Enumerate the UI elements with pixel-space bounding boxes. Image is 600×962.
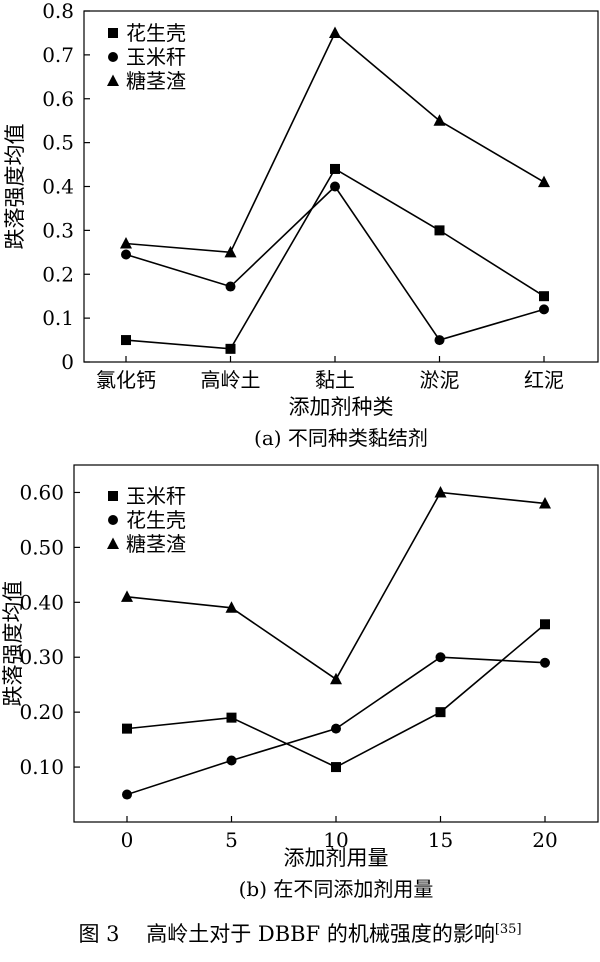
chart-b-y-axis-label: 跌落强度均值 bbox=[1, 581, 25, 707]
chart-a-data-point-square bbox=[121, 335, 131, 346]
chart-b-legend-marker-square bbox=[108, 491, 118, 501]
chart-b-y-tick-label: 0.20 bbox=[19, 700, 64, 724]
chart-a-x-tick-label: 黏土 bbox=[315, 368, 355, 392]
chart-b-data-point-square bbox=[122, 723, 132, 734]
figure-caption-label: 图 3 bbox=[78, 922, 120, 946]
chart-a-legend-marker-triangle bbox=[107, 74, 119, 86]
chart-b-data-point-triangle bbox=[121, 590, 133, 602]
chart-b-x-tick-label: 20 bbox=[532, 828, 557, 852]
chart-a-legend-label: 花生壳 bbox=[126, 21, 186, 45]
chart-b-data-point-square bbox=[226, 712, 237, 723]
chart-a-y-tick-label: 0.8 bbox=[42, 0, 74, 23]
chart-panel-b: 0.10 0.20 0.30 0.40 0.50 0.60 0 5 10 15 20 添加剂用量 跌落强… bbox=[1, 464, 599, 901]
chart-a-legend-marker-square bbox=[108, 28, 118, 38]
chart-b-x-tick-label: 10 bbox=[323, 828, 348, 852]
chart-b-legend-label: 花生壳 bbox=[126, 508, 186, 532]
chart-b-data-point-square bbox=[435, 707, 446, 718]
chart-a-legend-label: 玉米秆 bbox=[126, 45, 186, 69]
chart-b-data-point-triangle bbox=[225, 601, 238, 613]
chart-a-y-axis-label: 跌落强度均值 bbox=[3, 124, 27, 250]
chart-a-data-point-triangle bbox=[329, 26, 341, 38]
chart-b-series-line-square bbox=[126, 623, 546, 768]
chart-a-data-point-circle bbox=[121, 249, 131, 260]
chart-a-data-point-triangle bbox=[224, 245, 237, 258]
figure-caption-ref: [35] bbox=[494, 922, 522, 937]
chart-a-data-point-square bbox=[330, 163, 340, 174]
chart-b-series-line-triangle bbox=[126, 491, 546, 681]
chart-a-data-point-square bbox=[225, 343, 236, 354]
chart-b-x-axis-label: 添加剂用量 bbox=[284, 846, 389, 870]
chart-b-data-point-circle bbox=[122, 789, 132, 800]
chart-a-caption: (a) 不同种类黏结剂 bbox=[254, 426, 428, 450]
chart-b-data-point-triangle bbox=[330, 672, 342, 685]
chart-b-data-point-square bbox=[331, 762, 341, 773]
chart-b-data-point-triangle bbox=[539, 496, 551, 509]
chart-b-legend-label: 糖茎渣 bbox=[126, 532, 186, 556]
chart-b-x-tick-label: 5 bbox=[225, 828, 238, 852]
chart-a-x-tick-label: 氯化钙 bbox=[96, 368, 156, 392]
chart-b-caption: (b) 在不同添加剂用量 bbox=[239, 877, 434, 901]
chart-a-x-tick-label: 红泥 bbox=[524, 368, 564, 392]
chart-a-data-point-circle bbox=[225, 281, 236, 292]
chart-a-data-point-triangle bbox=[538, 175, 550, 188]
chart-a-data-point-circle bbox=[330, 181, 340, 192]
chart-a-y-tick-label: 0.2 bbox=[42, 262, 74, 286]
chart-a-y-tick-label: 0.5 bbox=[42, 131, 74, 155]
chart-b-y-tick-label: 0.50 bbox=[19, 535, 64, 559]
chart-a-y-tick-label: 0.3 bbox=[42, 218, 74, 242]
chart-a-series-line-square bbox=[125, 167, 545, 350]
figure-caption-text: 高岭土对于 DBBF 的机械强度的影响 bbox=[146, 922, 495, 946]
chart-a-data-point-square bbox=[539, 291, 549, 302]
chart-a-data-point-triangle bbox=[433, 114, 446, 126]
chart-a-y-tick-label: 0.4 bbox=[42, 175, 74, 199]
chart-a-y-tick-label: 0 bbox=[61, 350, 74, 374]
chart-b-y-tick-label: 0.10 bbox=[19, 755, 64, 779]
chart-a-legend-label: 糖茎渣 bbox=[126, 69, 186, 93]
chart-a-data-point-circle bbox=[434, 335, 445, 346]
chart-a-series-line-triangle bbox=[125, 31, 545, 254]
chart-a-x-tick-label: 淤泥 bbox=[420, 368, 460, 392]
chart-b-data-point-circle bbox=[226, 755, 237, 766]
chart-a-data-point-circle bbox=[539, 304, 549, 315]
figure-caption: 图 3 高岭土对于 DBBF 的机械强度的影响[35] bbox=[0, 918, 600, 948]
chart-b-legend-marker-triangle bbox=[107, 537, 119, 549]
chart-b-data-point-circle bbox=[331, 723, 341, 734]
chart-a-y-tick-label: 0.6 bbox=[42, 87, 74, 111]
chart-a-data-point-triangle bbox=[120, 237, 132, 249]
chart-panel-a: 0 0.1 0.2 0.3 0.4 0.5 0.6 0.7 0.8 氯化钙 高岭土 黏土 淤泥 红泥添加剂… bbox=[3, 0, 599, 450]
chart-b-x-tick-label: 15 bbox=[428, 828, 453, 852]
chart-b-legend-marker-circle bbox=[108, 515, 118, 525]
chart-b-y-tick-label: 0.40 bbox=[19, 590, 64, 614]
chart-b-data-point-circle bbox=[540, 657, 550, 668]
chart-a-legend-marker-circle bbox=[108, 52, 118, 62]
chart-a-y-tick-label: 0.7 bbox=[42, 43, 74, 67]
chart-a-y-tick-label: 0.1 bbox=[42, 306, 74, 330]
chart-b-data-point-square bbox=[540, 619, 550, 630]
chart-a-x-tick-label: 高岭土 bbox=[201, 368, 261, 392]
chart-b-y-tick-label: 0.30 bbox=[19, 645, 64, 669]
chart-b-data-point-circle bbox=[435, 652, 446, 663]
chart-a-data-point-square bbox=[434, 225, 445, 236]
chart-a-x-axis-label: 添加剂种类 bbox=[289, 395, 394, 419]
chart-b-legend-label: 玉米秆 bbox=[126, 484, 186, 508]
chart-b-y-tick-label: 0.60 bbox=[19, 480, 64, 504]
chart-a-series-line-circle bbox=[125, 185, 545, 341]
chart-b-x-tick-label: 0 bbox=[121, 828, 134, 852]
chart-b-data-point-triangle bbox=[434, 485, 447, 498]
